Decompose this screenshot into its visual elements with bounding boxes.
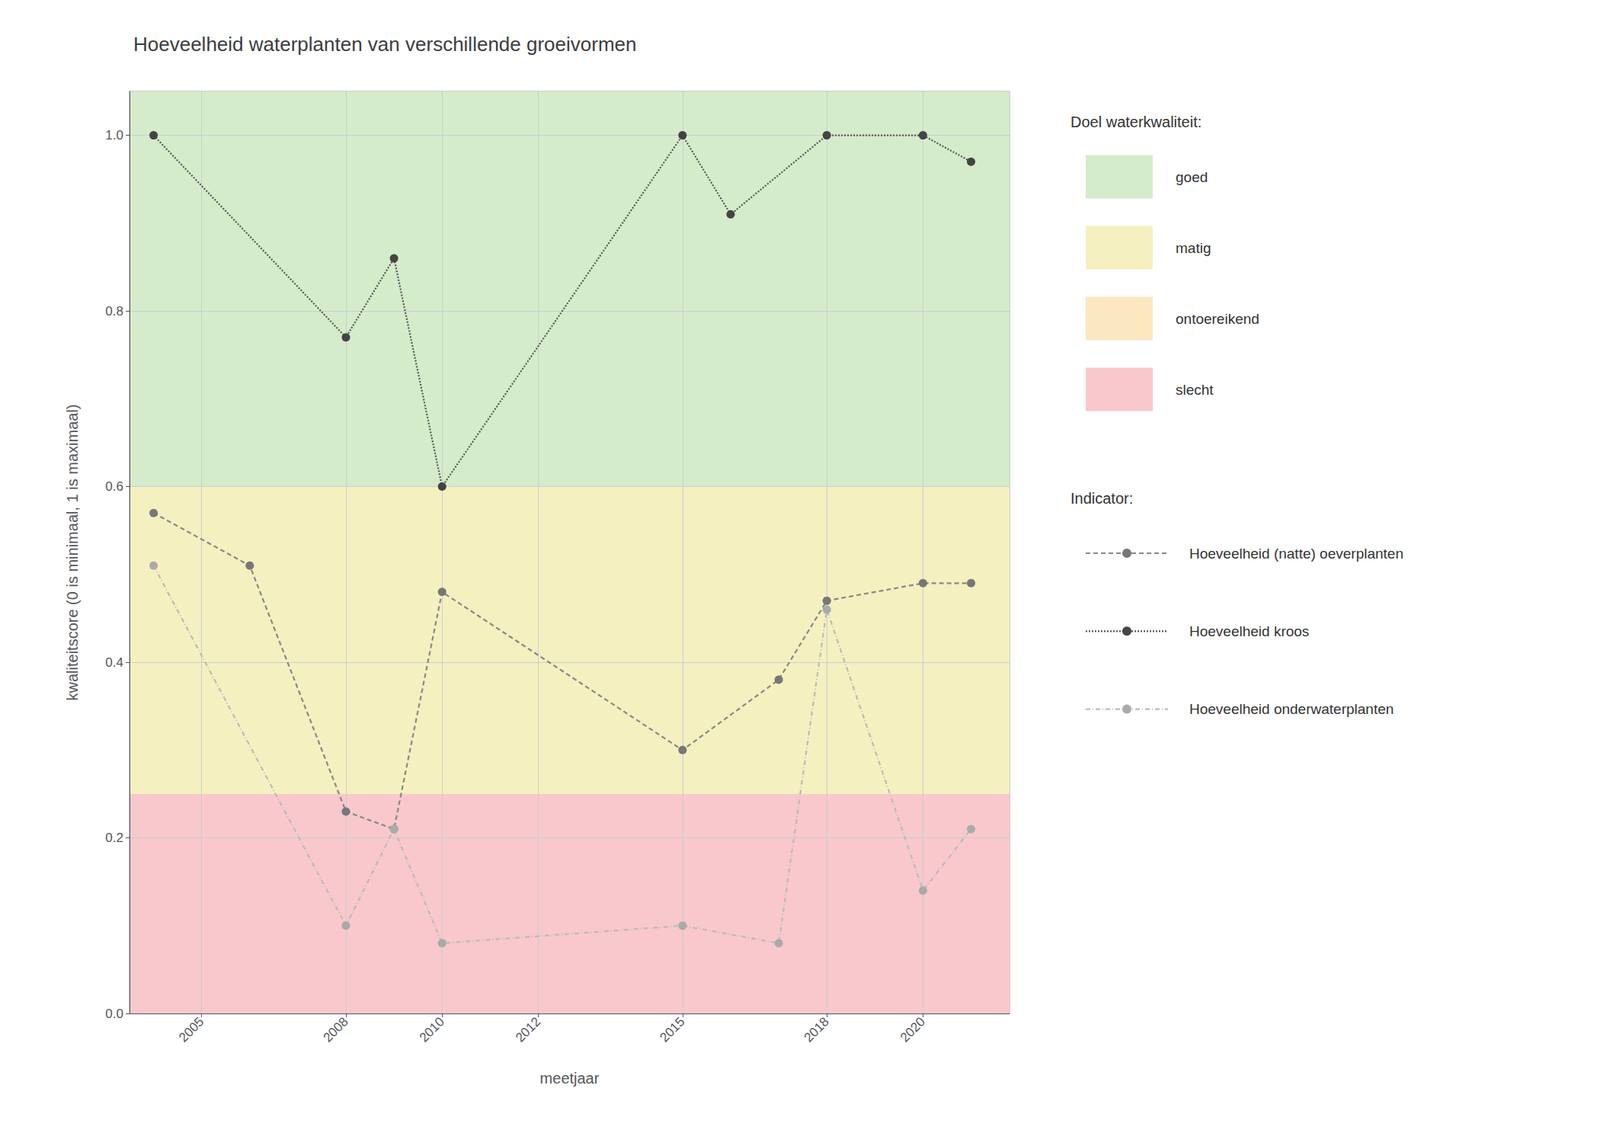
svg-text:Indicator:: Indicator: [1070,489,1133,507]
svg-text:matig: matig [1175,240,1211,256]
svg-text:0.2: 0.2 [105,830,124,845]
svg-text:0.4: 0.4 [105,655,124,670]
svg-text:meetjaar: meetjaar [540,1069,600,1087]
svg-text:Hoeveelheid waterplanten van v: Hoeveelheid waterplanten van verschillen… [133,32,637,56]
svg-text:2015: 2015 [656,1014,688,1045]
svg-text:2018: 2018 [801,1014,832,1045]
svg-text:Doel waterkwaliteit:: Doel waterkwaliteit: [1070,113,1202,131]
svg-text:0.8: 0.8 [105,304,124,319]
svg-text:2020: 2020 [897,1014,928,1045]
svg-text:1.0: 1.0 [105,128,124,143]
svg-text:kwaliteitscore (0 is minimaal,: kwaliteitscore (0 is minimaal, 1 is maxi… [64,404,81,701]
svg-text:2005: 2005 [176,1014,207,1045]
svg-text:2012: 2012 [512,1014,544,1045]
svg-text:Hoeveelheid onderwaterplanten: Hoeveelheid onderwaterplanten [1189,700,1394,717]
svg-text:2008: 2008 [320,1014,352,1045]
svg-text:Hoeveelheid kroos: Hoeveelheid kroos [1189,623,1309,640]
svg-text:goed: goed [1175,169,1208,186]
svg-text:ontoereikend: ontoereikend [1175,310,1260,327]
svg-text:0.0: 0.0 [105,1006,124,1021]
svg-text:slecht: slecht [1175,381,1214,398]
svg-text:0.6: 0.6 [105,479,124,494]
svg-text:2010: 2010 [416,1014,448,1045]
svg-text:Hoeveelheid (natte) oeverplant: Hoeveelheid (natte) oeverplanten [1189,545,1404,562]
